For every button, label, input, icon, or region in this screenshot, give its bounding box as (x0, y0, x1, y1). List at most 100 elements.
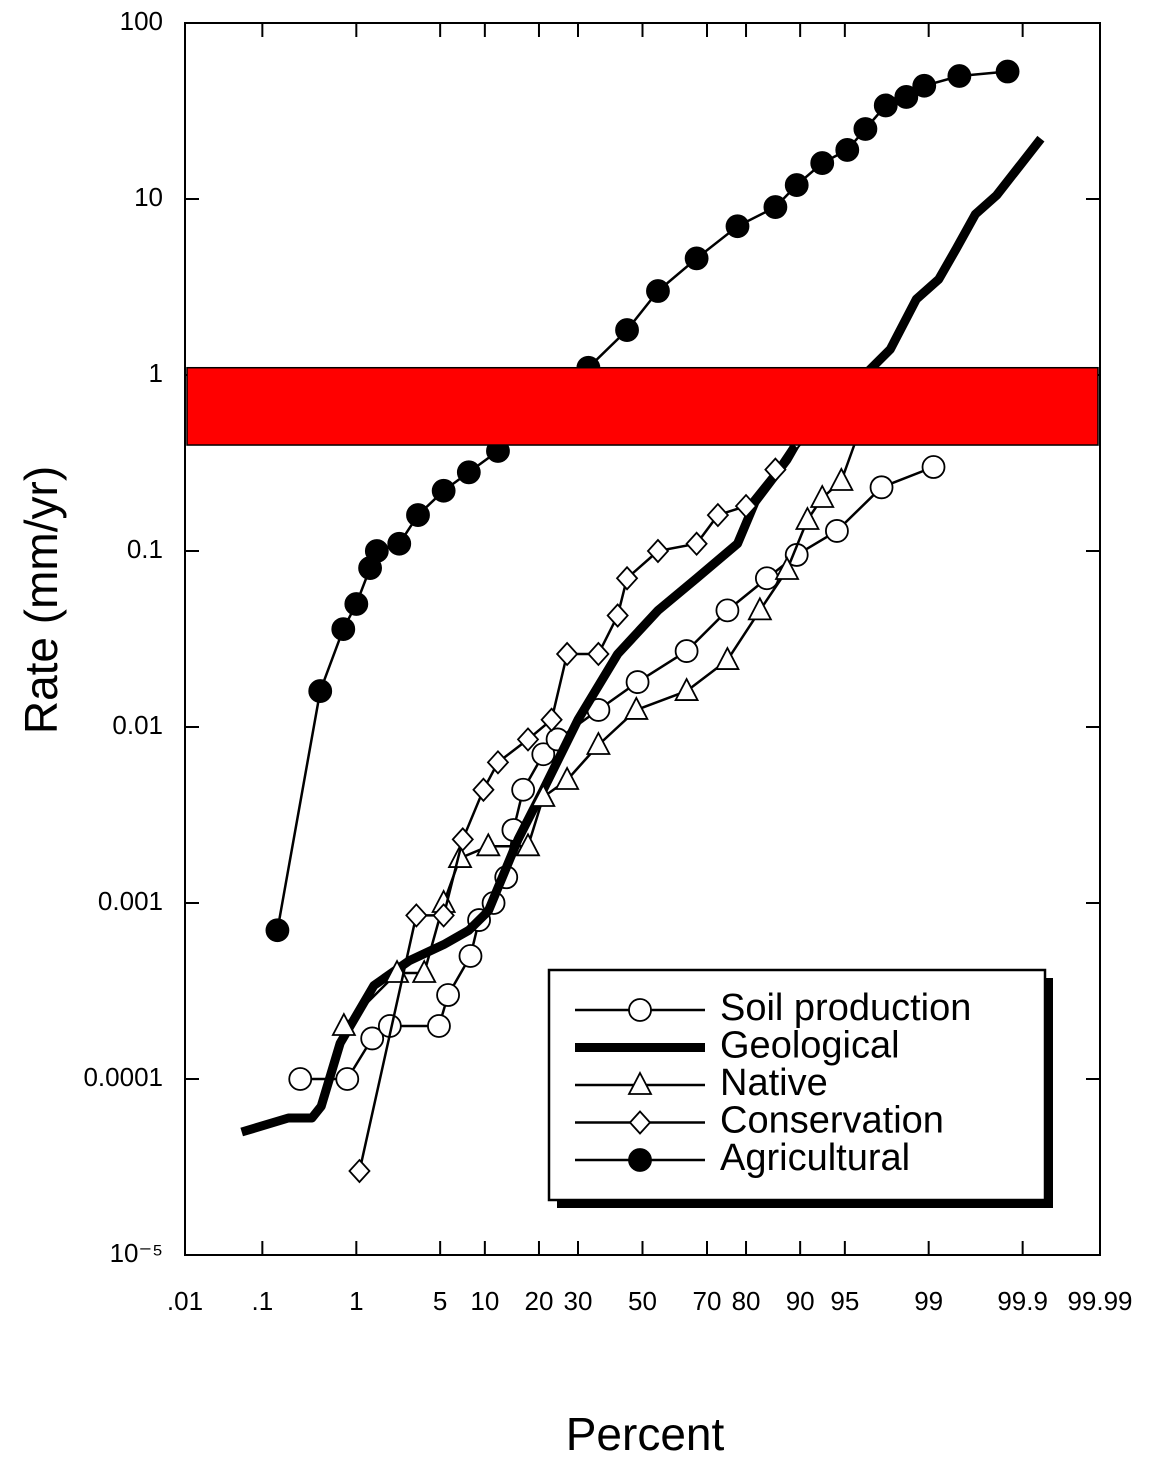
data-point (625, 670, 650, 694)
data-point (411, 959, 437, 983)
data-point (344, 592, 369, 616)
x-tick-label: 70 (693, 1286, 722, 1316)
data-point (706, 502, 730, 528)
data-point (674, 677, 700, 701)
data-point (747, 596, 773, 621)
data-point (764, 457, 787, 482)
data-point (472, 777, 495, 803)
data-point (475, 832, 501, 857)
x-tick-label: 99 (914, 1286, 943, 1316)
data-point (684, 246, 709, 271)
data-point (458, 944, 483, 968)
data-point (540, 707, 563, 733)
x-tick-label: 50 (628, 1286, 657, 1316)
data-point (835, 138, 860, 162)
legend-label: Agricultural (720, 1137, 910, 1179)
data-point (531, 742, 556, 767)
y-tick-label: 0.0001 (83, 1062, 163, 1092)
data-point (754, 566, 779, 591)
data-point (451, 826, 474, 852)
x-tick-label: 90 (786, 1286, 815, 1316)
data-point (530, 783, 556, 807)
data-point (623, 696, 649, 720)
legend-marker (628, 998, 652, 1022)
data-point (646, 538, 670, 564)
data-point (995, 59, 1020, 84)
data-point (288, 1067, 313, 1091)
x-axis-title: Percent (566, 1408, 725, 1457)
data-point (436, 983, 460, 1007)
x-tick-label: .1 (252, 1286, 274, 1316)
highlight-band (186, 366, 1099, 446)
data-point (794, 506, 820, 530)
data-point (308, 679, 333, 703)
data-point (714, 646, 740, 670)
data-point (810, 151, 835, 175)
series-line (276, 70, 1008, 931)
data-point (784, 173, 809, 197)
x-tick-label: 20 (525, 1286, 554, 1316)
legend-marker (628, 1148, 652, 1172)
data-point (331, 1012, 357, 1036)
data-point (873, 93, 898, 118)
y-tick-label: 10⁻⁵ (110, 1238, 163, 1268)
data-point (364, 539, 389, 563)
y-axis-title: Rate (mm/yr) (15, 466, 67, 734)
x-tick-label: 1 (349, 1286, 363, 1316)
x-tick-label: .01 (167, 1286, 203, 1316)
data-point (828, 467, 854, 491)
data-point (511, 777, 536, 802)
data-point (912, 73, 937, 98)
data-point (615, 565, 639, 591)
data-point (894, 85, 919, 109)
data-point (515, 832, 541, 857)
legend-marker (627, 1071, 653, 1095)
x-tick-label: 99.9 (997, 1286, 1048, 1316)
data-point (427, 1014, 451, 1038)
data-point (516, 727, 540, 752)
data-point (486, 749, 510, 775)
data-point (387, 531, 412, 556)
y-tick-label: 0.001 (98, 886, 163, 916)
data-point (405, 903, 428, 928)
legend-label: Native (720, 1062, 828, 1104)
x-tick-label: 5 (433, 1286, 447, 1316)
data-point (360, 1026, 385, 1051)
data-point (725, 214, 750, 239)
data-point (555, 641, 579, 667)
data-point (335, 1067, 360, 1091)
data-point (685, 531, 708, 557)
data-point (432, 903, 455, 928)
data-point (348, 1158, 371, 1184)
data-point (763, 195, 788, 219)
y-tick-label: 10 (134, 182, 163, 212)
data-point (447, 844, 473, 868)
legend-label: Geological (720, 1025, 900, 1067)
legend-label: Conservation (720, 1100, 944, 1142)
x-tick-label: 99.99 (1067, 1286, 1132, 1316)
data-point (587, 641, 610, 667)
legend-marker (628, 1110, 652, 1135)
y-tick-label: 0.01 (112, 710, 163, 740)
data-point (809, 484, 835, 508)
data-point (674, 639, 699, 663)
data-point (646, 279, 670, 303)
y-tick-label: 100 (120, 6, 163, 36)
data-point (615, 318, 639, 342)
data-point (734, 493, 758, 519)
legend-label: Soil production (720, 987, 971, 1029)
data-point (456, 460, 481, 485)
data-point (869, 475, 894, 500)
x-tick-label: 30 (564, 1286, 593, 1316)
x-tick-label: 10 (470, 1286, 499, 1316)
y-tick-label: 0.1 (127, 534, 163, 564)
x-tick-label: 95 (830, 1286, 859, 1316)
data-point (406, 503, 430, 527)
data-point (585, 731, 611, 755)
data-point (715, 598, 740, 623)
data-point (825, 519, 849, 543)
data-point (606, 603, 629, 628)
data-point (947, 64, 972, 88)
x-tick-label: 80 (732, 1286, 761, 1316)
